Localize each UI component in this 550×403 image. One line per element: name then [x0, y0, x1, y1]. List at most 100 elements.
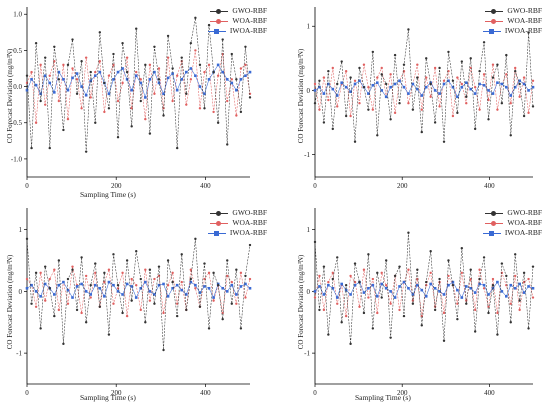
data-point-iwoa-rbf [438, 290, 441, 293]
data-point-woa-rbf [148, 63, 152, 67]
legend-label: IWOA-RBF [504, 26, 542, 35]
data-point-gwo-rbf [514, 253, 517, 256]
data-point-woa-rbf [522, 76, 526, 79]
x-tick-label: 400 [484, 389, 495, 397]
data-point-gwo-rbf [121, 41, 124, 45]
data-point-gwo-rbf [230, 302, 233, 305]
data-point-iwoa-rbf [34, 290, 38, 293]
y-tick-label: 0 [19, 288, 23, 296]
y-tick-label: 1 [19, 226, 23, 234]
data-point-iwoa-rbf [239, 285, 243, 288]
chart-svg: 0 200 400 -1.0 -0.5 0.0 0.5 1.0 [11, 7, 252, 190]
data-point-iwoa-rbf [371, 283, 375, 287]
data-point-gwo-rbf [185, 92, 188, 96]
data-point-woa-rbf [313, 82, 317, 86]
data-point-iwoa-rbf [518, 79, 521, 83]
data-point-woa-rbf [139, 78, 142, 81]
data-point-iwoa-rbf [318, 85, 321, 89]
series-line-gwo-rbf [314, 232, 534, 344]
data-point-iwoa-rbf [107, 280, 111, 284]
data-point-gwo-rbf [30, 146, 33, 150]
data-point-iwoa-rbf [121, 293, 124, 296]
data-point-gwo-rbf [505, 53, 508, 57]
data-point-iwoa-rbf [248, 70, 252, 74]
series-line-gwo-rbf [26, 17, 251, 152]
legend-item: IWOA-RBF [207, 228, 267, 238]
data-point-gwo-rbf [344, 283, 348, 287]
data-point-woa-rbf [75, 78, 79, 81]
data-point-gwo-rbf [44, 56, 47, 59]
data-point-woa-rbf [175, 302, 179, 305]
data-point-iwoa-rbf [25, 286, 29, 290]
data-point-gwo-rbf [522, 271, 526, 275]
data-point-iwoa-rbf [62, 78, 65, 81]
legend-item: GWO-RBF [483, 208, 542, 218]
data-point-woa-rbf [416, 63, 419, 66]
data-point-iwoa-rbf [25, 88, 29, 92]
data-point-woa-rbf [25, 81, 29, 85]
x-tick-label: 400 [200, 182, 211, 190]
data-point-woa-rbf [336, 302, 339, 305]
data-point-woa-rbf [71, 265, 74, 268]
data-point-gwo-rbf [451, 79, 455, 82]
data-point-iwoa-rbf [424, 85, 428, 89]
y-tick-label: -1 [16, 350, 22, 358]
data-point-iwoa-rbf [57, 283, 61, 287]
data-point-iwoa-rbf [322, 293, 326, 296]
data-point-gwo-rbf [322, 265, 326, 268]
data-point-gwo-rbf [473, 127, 477, 131]
data-point-iwoa-rbf [487, 293, 490, 296]
data-point-iwoa-rbf [239, 78, 243, 81]
data-point-woa-rbf [153, 277, 156, 281]
y-tick-label: -1.0 [11, 155, 23, 163]
data-point-gwo-rbf [518, 82, 521, 86]
data-point-woa-rbf [107, 268, 111, 271]
data-point-gwo-rbf [353, 262, 357, 265]
data-point-iwoa-rbf [420, 94, 424, 97]
data-point-gwo-rbf [25, 237, 29, 241]
data-point-gwo-rbf [221, 317, 224, 321]
data-point-gwo-rbf [509, 321, 512, 324]
data-point-iwoa-rbf [43, 74, 47, 78]
data-point-gwo-rbf [62, 342, 65, 346]
data-point-woa-rbf [465, 102, 468, 105]
data-point-gwo-rbf [239, 110, 243, 114]
data-point-iwoa-rbf [340, 282, 343, 286]
data-point-gwo-rbf [425, 280, 428, 284]
data-point-gwo-rbf [139, 99, 142, 103]
legend-swatch [210, 18, 229, 24]
data-point-iwoa-rbf [469, 87, 473, 91]
series-line-woa-rbf [314, 64, 534, 117]
data-point-gwo-rbf [531, 265, 535, 268]
data-point-gwo-rbf [442, 339, 446, 342]
data-point-iwoa-rbf [424, 295, 428, 298]
data-point-iwoa-rbf [478, 282, 481, 286]
data-point-iwoa-rbf [407, 286, 410, 290]
data-point-woa-rbf [121, 81, 124, 85]
data-point-woa-rbf [473, 308, 477, 312]
data-point-gwo-rbf [53, 45, 56, 48]
data-point-iwoa-rbf [429, 282, 432, 286]
data-point-woa-rbf [420, 108, 423, 111]
data-point-iwoa-rbf [148, 290, 152, 293]
data-point-iwoa-rbf [527, 89, 530, 92]
data-point-woa-rbf [393, 111, 397, 115]
data-point-woa-rbf [367, 85, 370, 89]
data-point-gwo-rbf [157, 265, 161, 268]
data-point-woa-rbf [407, 268, 410, 271]
data-point-iwoa-rbf [162, 282, 165, 286]
data-point-woa-rbf [376, 76, 379, 79]
legend-marker [488, 230, 494, 236]
data-point-woa-rbf [336, 105, 339, 108]
legend-label: GWO-RBF [507, 208, 542, 217]
data-point-woa-rbf [230, 78, 233, 81]
data-point-gwo-rbf [75, 92, 79, 96]
data-point-gwo-rbf [162, 114, 165, 117]
data-point-gwo-rbf [465, 95, 468, 99]
data-point-woa-rbf [94, 271, 97, 275]
data-point-iwoa-rbf [157, 283, 161, 287]
data-point-gwo-rbf [469, 57, 472, 60]
data-point-iwoa-rbf [30, 78, 33, 81]
data-point-iwoa-rbf [148, 78, 152, 81]
data-point-woa-rbf [121, 271, 124, 275]
